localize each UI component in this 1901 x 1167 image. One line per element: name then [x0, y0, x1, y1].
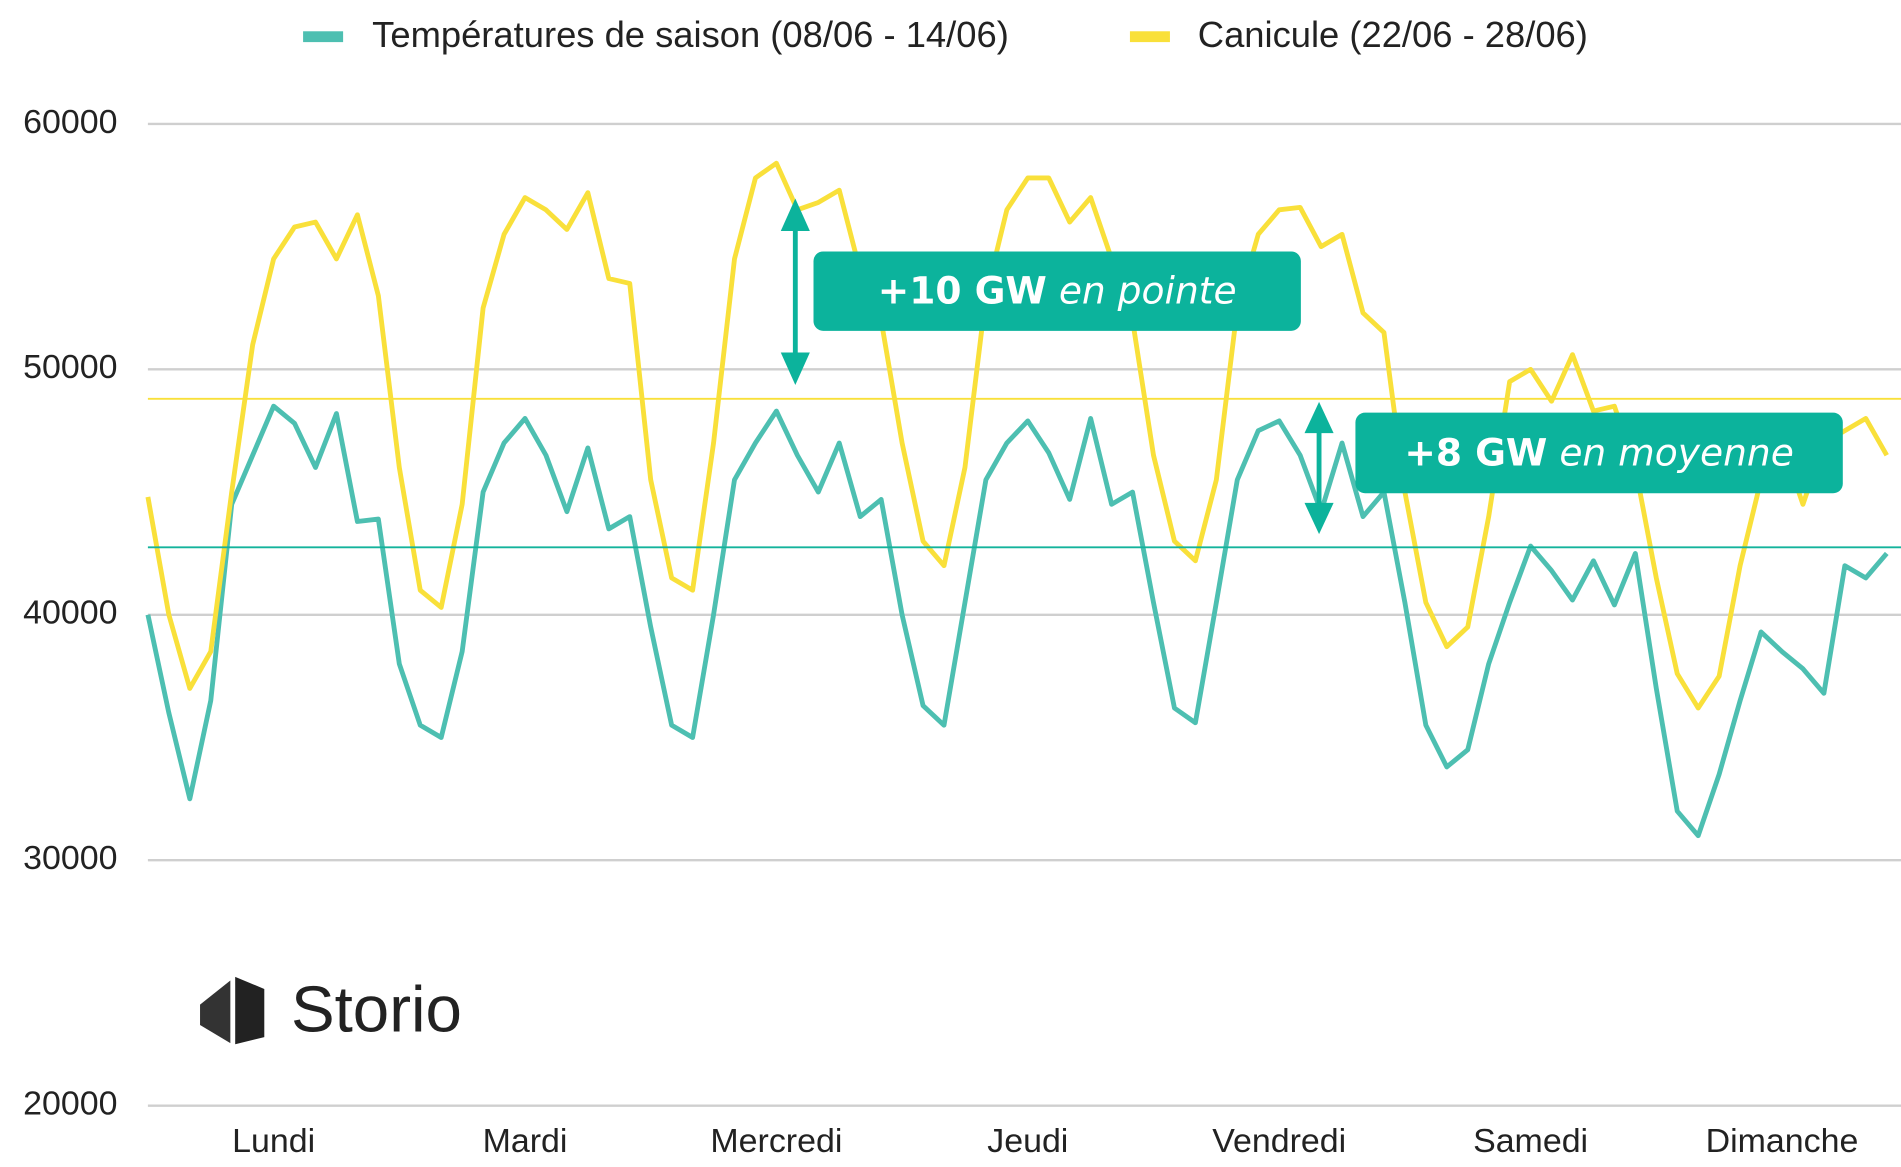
series-line: [145, 160, 1889, 711]
series-line: [145, 403, 1889, 839]
x-tick-label: Dimanche: [1706, 1122, 1859, 1160]
annotation-text: +8 GW en moyenne: [1404, 430, 1793, 474]
arrow-head: [1304, 502, 1334, 535]
legend-swatch: [1129, 31, 1170, 43]
x-tick-label: Mardi: [483, 1122, 568, 1160]
x-tick-label: Lundi: [232, 1122, 315, 1160]
arrow-head: [1304, 401, 1334, 434]
y-tick-label: 30000: [23, 839, 117, 877]
annotation-box: [1355, 412, 1843, 494]
annotation-bold: +10 GW: [878, 268, 1047, 312]
x-tick-label: Vendredi: [1212, 1122, 1346, 1160]
y-tick-label: 60000: [23, 103, 117, 141]
x-tick-label: Jeudi: [987, 1122, 1068, 1160]
arrow-head: [780, 352, 810, 385]
logo-text: Storio: [291, 973, 462, 1046]
annotation-italic: en moyenne: [1559, 430, 1794, 474]
legend-label: Canicule (22/06 - 28/06): [1198, 14, 1588, 55]
y-tick-label: 50000: [23, 348, 117, 386]
annotation-text: +10 GW en pointe: [878, 268, 1237, 312]
y-tick-label: 40000: [23, 594, 117, 632]
logo: Storio: [200, 973, 462, 1046]
legend-label: Températures de saison (08/06 - 14/06): [372, 14, 1009, 55]
annotation-box: [813, 251, 1301, 331]
arrow-head: [780, 198, 810, 231]
legend-swatch: [303, 31, 344, 43]
x-tick-label: Samedi: [1473, 1122, 1588, 1160]
annotation-peak: +10 GW en pointe: [780, 198, 1301, 385]
annotation-italic: en pointe: [1059, 268, 1237, 312]
x-tick-label: Mercredi: [710, 1122, 842, 1160]
y-tick-label: 20000: [23, 1085, 117, 1123]
grid: 20000 30000 40000 50000 60000 Lundi Mardi Mercr…: [23, 103, 1901, 1160]
logo-icon: [200, 980, 231, 1044]
lines: [145, 160, 1901, 839]
annotation-bold: +8 GW: [1404, 430, 1547, 474]
annotation-mean: +8 GW en moyenne: [1304, 401, 1843, 535]
logo-icon: [235, 976, 265, 1045]
